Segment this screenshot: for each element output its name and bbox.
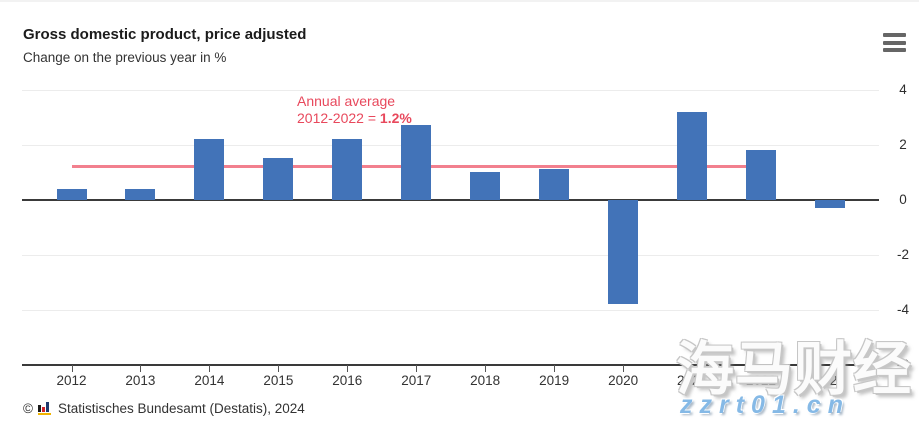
bar-2018[interactable] bbox=[470, 172, 501, 200]
x-tick-2019 bbox=[554, 364, 556, 372]
y-axis-label--2: -2 bbox=[896, 246, 909, 262]
copyright-symbol: © bbox=[23, 401, 33, 416]
bar-2023[interactable] bbox=[814, 199, 845, 208]
x-axis-label-2017: 2017 bbox=[401, 373, 432, 388]
destatis-logo-icon bbox=[37, 402, 53, 415]
watermark-url: zzrt01.cn bbox=[680, 391, 850, 419]
x-tick-2016 bbox=[347, 364, 349, 372]
bar-2015[interactable] bbox=[263, 158, 294, 200]
x-tick-2015 bbox=[278, 364, 280, 372]
x-tick-2014 bbox=[209, 364, 211, 372]
bar-2020[interactable] bbox=[608, 199, 639, 304]
source-line: © Statistisches Bundesamt (Destatis), 20… bbox=[23, 401, 305, 416]
source-text: Statistisches Bundesamt (Destatis), 2024 bbox=[57, 401, 305, 416]
x-tick-2013 bbox=[140, 364, 142, 372]
x-axis-label-2021: 2021 bbox=[677, 373, 708, 388]
watermark-cjk: 海马财经 bbox=[676, 337, 913, 402]
y-axis-label--4: -4 bbox=[896, 301, 909, 317]
gridline--2 bbox=[22, 254, 879, 256]
gridline-4 bbox=[22, 89, 879, 91]
x-tick-2017 bbox=[416, 364, 418, 372]
x-tick-2012 bbox=[71, 364, 73, 372]
bar-2017[interactable] bbox=[401, 125, 432, 200]
x-tick-2022 bbox=[761, 364, 762, 372]
x-axis-label-2015: 2015 bbox=[263, 373, 294, 388]
x-axis-label-2013: 2013 bbox=[125, 373, 156, 388]
zero-line bbox=[22, 198, 879, 201]
x-axis-label-2014: 2014 bbox=[194, 373, 225, 388]
bar-2021[interactable] bbox=[677, 111, 708, 200]
x-axis-label-2012: 2012 bbox=[56, 373, 87, 388]
gridline--4 bbox=[22, 309, 879, 311]
y-axis-label--6: -6 bbox=[896, 356, 909, 372]
x-axis-label-2023: 2023 bbox=[814, 373, 845, 388]
chart-subtitle: Change on the previous year in % bbox=[23, 50, 227, 65]
y-axis-label-2: 2 bbox=[899, 136, 907, 152]
x-tick-2023 bbox=[829, 364, 831, 372]
bar-2012[interactable] bbox=[56, 188, 87, 200]
y-axis-label-4: 4 bbox=[899, 81, 907, 97]
y-axis-label-0: 0 bbox=[899, 191, 907, 207]
bar-2013[interactable] bbox=[125, 188, 156, 200]
x-axis-label-2020: 2020 bbox=[608, 373, 639, 388]
x-axis-label-2019: 2019 bbox=[539, 373, 570, 388]
average-value: 1.2% bbox=[379, 109, 412, 126]
average-annotation: Annual average 2012-2022 = 1.2% bbox=[297, 93, 412, 126]
average-annotation-line1: Annual average bbox=[297, 93, 396, 109]
gridline-2 bbox=[22, 144, 879, 146]
x-axis-label-2018: 2018 bbox=[470, 373, 501, 388]
gridline--6 bbox=[22, 363, 879, 366]
x-tick-2018 bbox=[485, 364, 487, 372]
average-annotation-line2: 2012-2022 = 1.2% bbox=[297, 109, 412, 126]
bar-2019[interactable] bbox=[539, 169, 570, 200]
x-tick-2020 bbox=[623, 364, 625, 372]
hamburger-menu-icon[interactable] bbox=[883, 32, 906, 53]
bar-2014[interactable] bbox=[194, 139, 225, 200]
x-axis-label-2016: 2016 bbox=[332, 373, 363, 388]
bar-2016[interactable] bbox=[332, 139, 363, 200]
bar-2022[interactable] bbox=[746, 150, 776, 200]
x-axis-label-2022: 2022 bbox=[745, 373, 777, 388]
x-tick-2021 bbox=[692, 364, 694, 372]
chart-title: Gross domestic product, price adjusted bbox=[23, 26, 307, 43]
